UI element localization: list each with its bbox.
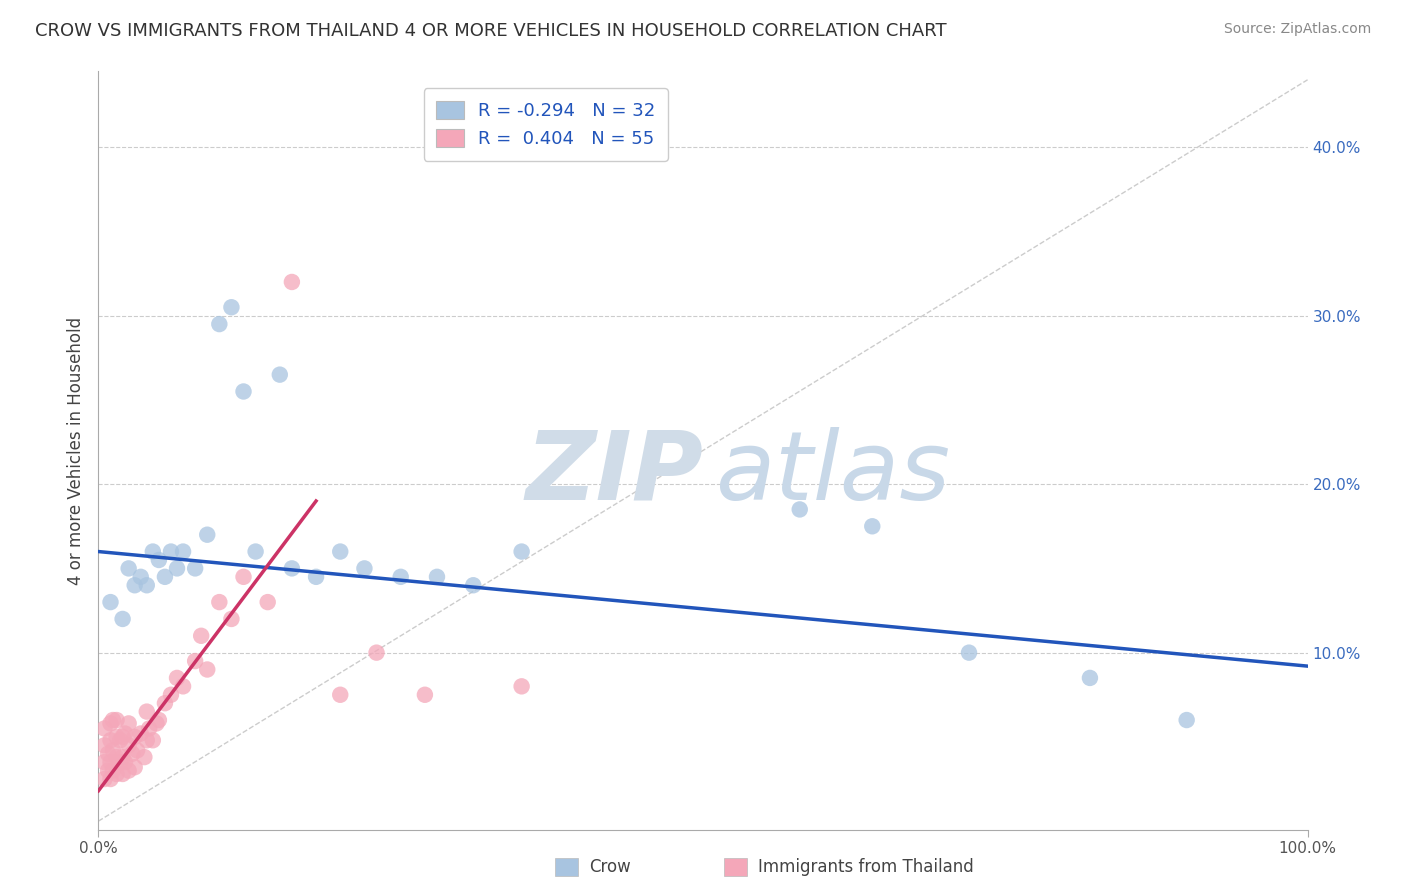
Point <box>108 755 131 769</box>
Point <box>114 726 136 740</box>
Point <box>111 750 134 764</box>
Point <box>108 733 131 747</box>
Point <box>463 578 485 592</box>
Point <box>510 679 533 693</box>
Point <box>366 646 388 660</box>
Point <box>860 519 883 533</box>
Text: Source: ZipAtlas.com: Source: ZipAtlas.com <box>1223 22 1371 37</box>
Point <box>97 764 120 778</box>
Point <box>135 578 157 592</box>
Legend: R = -0.294   N = 32, R =  0.404   N = 55: R = -0.294 N = 32, R = 0.404 N = 55 <box>423 88 668 161</box>
Point <box>1175 713 1198 727</box>
Point <box>114 755 136 769</box>
Point <box>195 663 218 677</box>
Point <box>153 696 176 710</box>
Text: Crow: Crow <box>589 858 631 876</box>
Point <box>148 553 170 567</box>
Point <box>142 544 165 558</box>
Point <box>510 544 533 558</box>
Point <box>389 570 412 584</box>
Point <box>101 743 124 757</box>
Point <box>100 595 122 609</box>
Point <box>101 713 124 727</box>
Point <box>93 755 115 769</box>
Point <box>129 570 152 584</box>
Point <box>124 578 146 592</box>
Point <box>124 760 146 774</box>
Point <box>138 722 160 736</box>
Point <box>100 755 122 769</box>
Point <box>148 713 170 727</box>
Point <box>305 570 328 584</box>
Point <box>172 544 194 558</box>
Point <box>93 739 115 753</box>
Point <box>118 739 141 753</box>
Point <box>111 767 134 781</box>
Text: Immigrants from Thailand: Immigrants from Thailand <box>758 858 973 876</box>
Point <box>245 544 267 558</box>
Point <box>100 716 122 731</box>
Point <box>789 502 811 516</box>
Point <box>145 716 167 731</box>
Point <box>190 629 212 643</box>
Point <box>172 679 194 693</box>
Point <box>269 368 291 382</box>
Point <box>153 570 176 584</box>
Point <box>208 595 231 609</box>
Point <box>118 561 141 575</box>
Point <box>195 527 218 541</box>
Text: ZIP: ZIP <box>524 426 703 520</box>
Point <box>160 688 183 702</box>
Point <box>100 733 122 747</box>
Point <box>127 743 149 757</box>
Point <box>142 733 165 747</box>
Point <box>329 544 352 558</box>
Point <box>256 595 278 609</box>
Point <box>221 612 243 626</box>
Point <box>426 570 449 584</box>
Point <box>111 612 134 626</box>
Point <box>1078 671 1101 685</box>
Point <box>105 713 128 727</box>
Point <box>281 275 304 289</box>
Point <box>111 730 134 744</box>
Point <box>121 747 143 761</box>
Point <box>124 730 146 744</box>
Point <box>232 570 254 584</box>
Point <box>135 733 157 747</box>
Text: CROW VS IMMIGRANTS FROM THAILAND 4 OR MORE VEHICLES IN HOUSEHOLD CORRELATION CHA: CROW VS IMMIGRANTS FROM THAILAND 4 OR MO… <box>35 22 946 40</box>
Y-axis label: 4 or more Vehicles in Household: 4 or more Vehicles in Household <box>66 317 84 584</box>
Point <box>166 561 188 575</box>
Point <box>93 772 115 786</box>
Point <box>100 772 122 786</box>
Point <box>105 767 128 781</box>
Point <box>135 705 157 719</box>
Point <box>413 688 436 702</box>
Point <box>105 750 128 764</box>
Point <box>281 561 304 575</box>
Point <box>101 764 124 778</box>
Point <box>232 384 254 399</box>
Point <box>329 688 352 702</box>
Point <box>166 671 188 685</box>
Point <box>160 544 183 558</box>
Point <box>129 726 152 740</box>
Text: atlas: atlas <box>716 426 950 520</box>
Point <box>208 317 231 331</box>
Point <box>221 300 243 314</box>
Point <box>118 716 141 731</box>
Point <box>134 750 156 764</box>
Point <box>957 646 980 660</box>
Point <box>184 654 207 668</box>
Point <box>105 730 128 744</box>
Point <box>97 747 120 761</box>
Point <box>353 561 375 575</box>
Point <box>184 561 207 575</box>
Point <box>93 722 115 736</box>
Point <box>118 764 141 778</box>
